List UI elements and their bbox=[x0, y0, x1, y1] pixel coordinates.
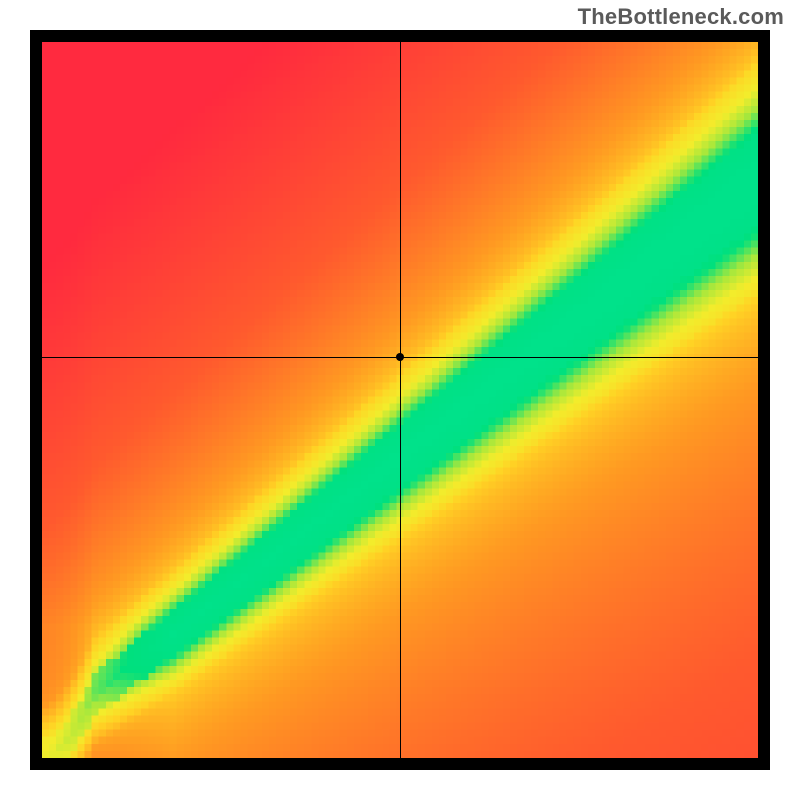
page-root: TheBottleneck.com bbox=[0, 0, 800, 800]
plot-area bbox=[42, 42, 758, 758]
watermark-text: TheBottleneck.com bbox=[578, 4, 784, 30]
chart-frame bbox=[30, 30, 770, 770]
crosshair-marker bbox=[396, 353, 404, 361]
crosshair-vertical bbox=[400, 42, 401, 758]
